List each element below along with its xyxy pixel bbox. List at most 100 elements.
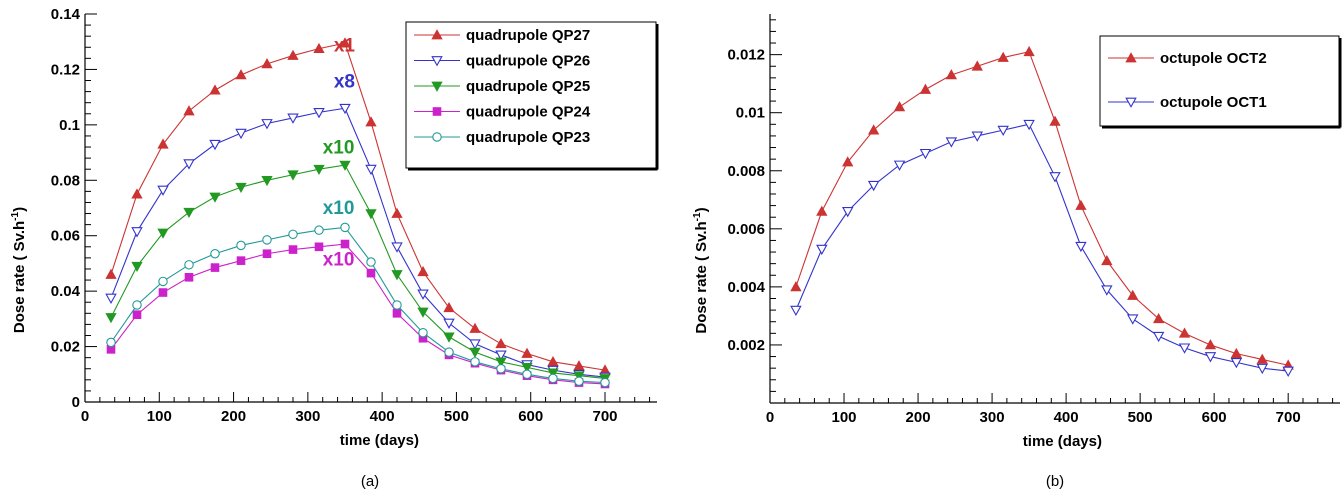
data-point bbox=[816, 244, 828, 256]
data-point bbox=[261, 175, 273, 187]
data-point bbox=[521, 347, 533, 358]
data-point bbox=[443, 301, 455, 313]
legend-entry: quadrupole QP24 bbox=[466, 104, 591, 121]
data-point bbox=[366, 257, 376, 267]
series-octupole-oct1 bbox=[790, 119, 1294, 377]
data-point bbox=[495, 350, 507, 361]
data-point bbox=[1230, 357, 1243, 369]
series-line bbox=[795, 123, 1289, 372]
data-point bbox=[971, 60, 983, 71]
data-point bbox=[444, 347, 454, 357]
data-point bbox=[1023, 119, 1035, 131]
data-point bbox=[365, 116, 377, 127]
series-quadrupole-qp27 bbox=[105, 37, 611, 375]
data-point bbox=[314, 242, 324, 252]
data-point bbox=[131, 188, 143, 199]
x-tick-label: 500 bbox=[444, 408, 469, 425]
data-point bbox=[235, 128, 247, 140]
data-point bbox=[313, 107, 325, 119]
data-point bbox=[573, 360, 585, 371]
data-point bbox=[547, 368, 559, 379]
y-tick-label: 0.08 bbox=[51, 172, 80, 189]
data-point bbox=[131, 227, 143, 238]
x-tick-label: 300 bbox=[295, 408, 320, 425]
data-point bbox=[417, 289, 429, 300]
data-point bbox=[816, 205, 828, 216]
data-point bbox=[842, 156, 854, 167]
panel-label: (b) bbox=[1046, 473, 1064, 490]
y-tick-label: 0.01 bbox=[736, 105, 765, 122]
data-point bbox=[997, 51, 1009, 62]
data-point bbox=[340, 239, 350, 249]
y-axis-title: Dose rate ( Sv.h-1) bbox=[10, 207, 28, 333]
data-point bbox=[1049, 172, 1061, 183]
data-point bbox=[600, 377, 610, 388]
data-point bbox=[235, 182, 247, 194]
legend-entry: octupole OCT2 bbox=[1160, 50, 1267, 67]
data-point bbox=[391, 242, 403, 253]
scale-factor-label: x10 bbox=[323, 250, 355, 271]
data-point bbox=[339, 37, 351, 48]
data-point bbox=[547, 355, 559, 367]
x-tick-label: 500 bbox=[1128, 409, 1153, 426]
data-point bbox=[158, 288, 168, 297]
data-point bbox=[209, 192, 221, 203]
y-tick-label: 0.1 bbox=[59, 117, 80, 134]
series-quadrupole-qp26 bbox=[105, 103, 611, 383]
data-point bbox=[893, 160, 906, 171]
data-point bbox=[1075, 241, 1087, 253]
data-point bbox=[288, 245, 298, 254]
series-quadrupole-qp25 bbox=[105, 160, 611, 385]
data-point bbox=[443, 318, 455, 329]
y-tick-label: 0 bbox=[72, 394, 80, 411]
legend: quadrupole QP27 quadrupole QP26 quadrupole… bbox=[405, 21, 659, 171]
legend-entry: octupole OCT1 bbox=[1160, 94, 1267, 111]
data-point bbox=[971, 131, 984, 142]
data-point bbox=[1127, 289, 1139, 300]
series-line bbox=[795, 51, 1289, 366]
data-point bbox=[417, 265, 429, 277]
data-point bbox=[418, 327, 428, 338]
legend: octupole OCT2 octupole OCT1 bbox=[1099, 35, 1342, 129]
data-point bbox=[1126, 314, 1139, 325]
data-point bbox=[443, 332, 455, 343]
data-point bbox=[1152, 312, 1165, 324]
data-point bbox=[496, 363, 506, 374]
legend-entry: quadrupole QP25 bbox=[466, 78, 590, 95]
series-quadrupole-qp23 bbox=[106, 222, 610, 388]
data-point bbox=[574, 376, 584, 386]
y-tick-label: 0.02 bbox=[51, 339, 80, 356]
x-tick-label: 0 bbox=[766, 409, 774, 426]
x-tick-label: 700 bbox=[592, 408, 617, 425]
data-point bbox=[105, 293, 117, 305]
data-point bbox=[1178, 343, 1191, 354]
data-point bbox=[157, 138, 169, 149]
legend-marker bbox=[432, 107, 442, 116]
data-point bbox=[313, 164, 325, 176]
data-point bbox=[1101, 254, 1113, 266]
data-point bbox=[313, 42, 325, 53]
data-point bbox=[392, 300, 402, 310]
y-tick-label: 0.002 bbox=[727, 337, 765, 354]
chart-panel-1: 0 100 200 300 400 500 600 700 0 0.02 0.04 0.06 0.08 0… bbox=[10, 6, 659, 490]
legend-entry: quadrupole QP26 bbox=[466, 53, 590, 70]
y-tick-label: 0.14 bbox=[51, 6, 81, 23]
data-point bbox=[1023, 45, 1035, 57]
data-point bbox=[469, 322, 481, 333]
y-tick-label: 0.004 bbox=[727, 279, 765, 296]
data-point bbox=[261, 119, 273, 130]
scale-factor-label: x1 bbox=[334, 35, 356, 56]
data-point bbox=[1152, 331, 1165, 343]
y-tick-label: 0.04 bbox=[51, 283, 81, 300]
data-point bbox=[470, 357, 480, 367]
data-point bbox=[469, 339, 481, 350]
data-point bbox=[183, 207, 195, 218]
data-point bbox=[287, 113, 299, 124]
data-point bbox=[262, 249, 272, 259]
data-point bbox=[288, 229, 298, 240]
data-point bbox=[469, 347, 481, 358]
legend-marker bbox=[431, 29, 443, 40]
x-tick-label: 100 bbox=[147, 408, 172, 425]
chart-panel-2: 0 100 200 300 400 500 600 700 0.002 0.004 0.006 0.0… bbox=[692, 14, 1342, 490]
data-point bbox=[209, 84, 221, 95]
